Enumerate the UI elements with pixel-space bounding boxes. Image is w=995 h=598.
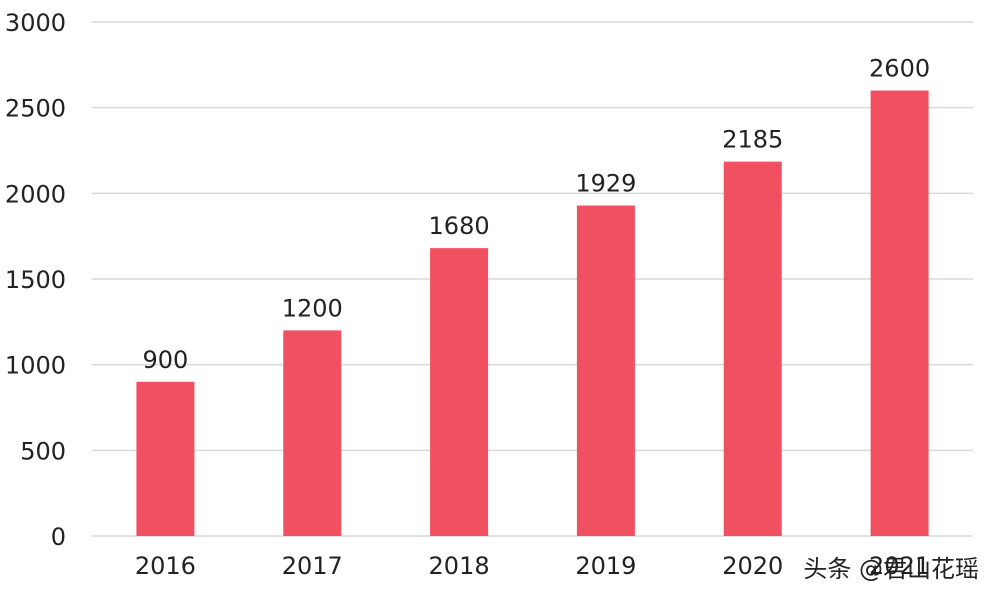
data-label-2020: 2185	[722, 126, 783, 154]
x-tick-label-2021: 2021	[869, 552, 930, 580]
bar-2016	[136, 381, 195, 536]
bar-2019	[576, 205, 635, 537]
x-tick-label-2020: 2020	[722, 552, 783, 580]
y-tick-label-2000: 2000	[5, 180, 66, 208]
x-tick-label-2018: 2018	[429, 552, 490, 580]
y-tick-label-1000: 1000	[5, 352, 66, 380]
x-tick-label-2016: 2016	[135, 552, 196, 580]
bar-2021	[870, 90, 929, 537]
y-tick-label-2500: 2500	[5, 95, 66, 123]
bar-2020	[723, 161, 782, 537]
y-tick-label-500: 500	[20, 437, 66, 465]
data-label-2021: 2600	[869, 55, 930, 83]
x-tick-label-2017: 2017	[282, 552, 343, 580]
y-tick-label-0: 0	[51, 523, 66, 551]
y-tick-label-1500: 1500	[5, 266, 66, 294]
watermark: 头条 @君山花瑶	[803, 555, 979, 583]
data-label-2019: 1929	[575, 169, 636, 197]
bar-2017	[283, 330, 342, 536]
data-label-2016: 900	[143, 346, 189, 374]
bar-2018	[430, 248, 489, 536]
data-label-2018: 1680	[429, 212, 490, 240]
data-label-2017: 1200	[282, 294, 343, 322]
x-tick-label-2019: 2019	[575, 552, 636, 580]
y-tick-label-3000: 3000	[5, 9, 66, 37]
